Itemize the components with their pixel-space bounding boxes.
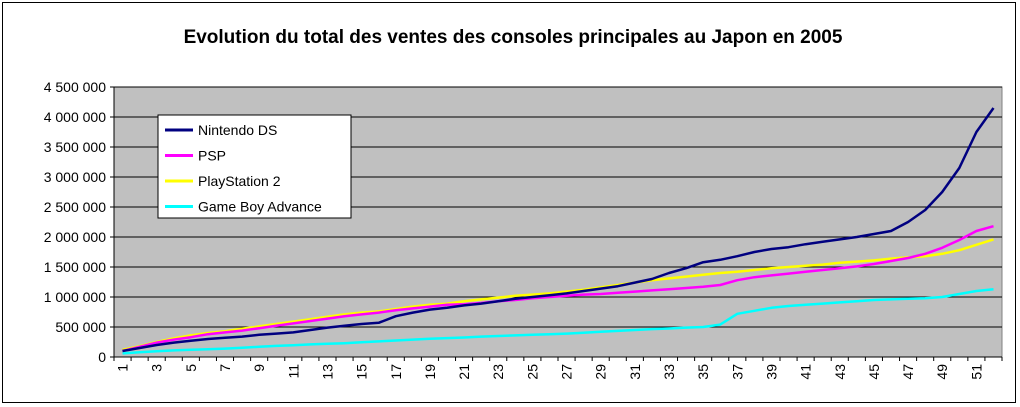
x-tick-label: 43 [832, 364, 848, 380]
x-tick-label: 11 [285, 364, 301, 379]
legend-label: PlayStation 2 [198, 173, 281, 189]
x-tick-label: 7 [217, 364, 233, 372]
x-tick-label: 29 [593, 364, 609, 380]
x-tick-label: 31 [627, 364, 643, 380]
legend-label: PSP [198, 148, 226, 164]
y-tick-label: 3 000 000 [44, 169, 106, 185]
x-tick-label: 39 [763, 364, 779, 380]
x-tick-label: 23 [490, 364, 506, 380]
series-line-nintendo-ds [122, 107, 995, 353]
x-tick-label: 21 [456, 364, 472, 380]
y-tick-label: 3 500 000 [44, 139, 106, 155]
x-tick-label: 15 [354, 364, 370, 380]
x-tick-label: 51 [968, 364, 984, 380]
y-tick-label: 1 000 000 [44, 289, 106, 305]
y-tick-label: 2 000 000 [44, 229, 106, 245]
x-tick-label: 3 [149, 364, 165, 372]
legend-label: Nintendo DS [198, 122, 277, 138]
x-tick-label: 35 [695, 364, 711, 380]
chart-frame: Evolution du total des ventes des consol… [2, 2, 1016, 403]
legend-label: Game Boy Advance [198, 199, 322, 215]
y-tick-label: 0 [98, 349, 106, 365]
series-line-psp [122, 224, 994, 353]
x-tick-label: 1 [115, 364, 131, 372]
series-line-game-boy-advance [122, 287, 994, 355]
axis-layer: 0 500 000 1 000 000 1 500 000 2 000 000 2 500… [44, 79, 1003, 380]
x-tick-label: 37 [729, 364, 745, 380]
x-tick-label: 25 [524, 364, 540, 380]
y-tick-label: 500 000 [55, 319, 106, 335]
x-tick-label: 47 [900, 364, 916, 380]
x-tick-label: 5 [183, 364, 199, 372]
x-tick-label: 27 [559, 364, 575, 380]
y-tick-label: 4 500 000 [44, 79, 106, 95]
legend: Nintendo DS PSP PlayStation 2 Game Boy Adva… [157, 114, 352, 219]
legend-box [157, 114, 352, 219]
y-tick-label: 1 500 000 [44, 259, 106, 275]
x-tick-label: 33 [661, 364, 677, 380]
x-tick-label: 41 [798, 364, 814, 380]
x-tick-label: 45 [866, 364, 882, 380]
y-tick-label: 4 000 000 [44, 109, 106, 125]
x-tick-label: 17 [388, 364, 404, 380]
series-layer [122, 107, 995, 355]
x-tick-label: 13 [319, 364, 335, 380]
series-line-playstation-2 [122, 238, 994, 352]
x-tick-label: 49 [934, 364, 950, 380]
chart-title: Evolution du total des ventes des consol… [184, 27, 843, 48]
x-tick-label: 19 [422, 364, 438, 380]
y-tick-label: 2 500 000 [44, 199, 106, 215]
x-tick-label: 9 [251, 364, 267, 372]
chart-svg: Evolution du total des ventes des consol… [44, 27, 1003, 380]
